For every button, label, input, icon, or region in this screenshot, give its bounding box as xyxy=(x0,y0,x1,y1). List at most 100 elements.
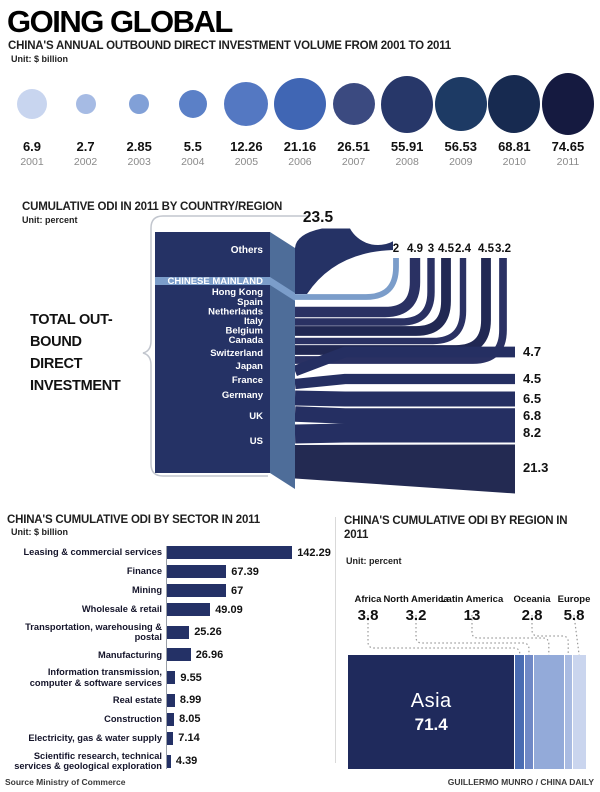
flow-band-uk xyxy=(294,423,515,444)
bubble-year: 2006 xyxy=(288,156,312,169)
sector-row: Electricity, gas & water supply 7.14 xyxy=(6,731,332,745)
region-label-north-america: North America 3.2 xyxy=(382,580,450,624)
page-title: GOING GLOBAL xyxy=(7,4,233,39)
bubble-value: 68.81 xyxy=(498,139,531,154)
bubble-zone xyxy=(488,70,541,138)
bubble-year: 2010 xyxy=(502,156,527,169)
sector-value: 8.99 xyxy=(179,694,202,707)
bubble-value: 2.7 xyxy=(76,139,95,154)
sector-label: Real estate xyxy=(112,695,162,706)
flow-label-others: Others xyxy=(231,245,264,256)
region-leader-north-america xyxy=(415,615,530,656)
flow-value-hong-kong: 4.9 xyxy=(407,243,423,255)
sector-bar xyxy=(167,712,175,726)
flow-label-us: US xyxy=(250,436,263,447)
sector-bar xyxy=(167,565,227,578)
bubble-year: 2003 xyxy=(127,156,151,169)
sector-row: Information transmission, computer & soft… xyxy=(6,667,332,687)
bubble-2007 xyxy=(332,83,375,125)
flow-band-france xyxy=(294,390,515,407)
bubble-item-2002: 2.7 2002 xyxy=(60,70,112,172)
bubble-2011 xyxy=(541,73,594,135)
sector-value: 7.14 xyxy=(178,732,200,745)
bubble-item-2001: 6.9 2001 xyxy=(6,70,58,172)
sector-value: 4.39 xyxy=(175,755,198,768)
flow-band-hong-kong xyxy=(295,258,421,318)
flow-band-spain xyxy=(295,258,435,326)
flow-label-uk: UK xyxy=(249,411,263,422)
sector-row: Transportation, warehousing & postal 25.2… xyxy=(6,622,332,642)
bubble-2005 xyxy=(224,82,269,126)
bubble-year: 2009 xyxy=(449,156,473,169)
sector-chart-rows: Leasing & commercial services 142.29 Finan… xyxy=(6,546,332,771)
sector-row: Leasing & commercial services 142.29 xyxy=(6,546,332,559)
flow-value-japan: 4.5 xyxy=(523,371,541,386)
bubble-item-2004: 5.5 2004 xyxy=(167,70,219,172)
bubble-zone xyxy=(541,70,594,138)
sector-value: 67 xyxy=(231,584,244,597)
flow-value-italy: 2.4 xyxy=(455,243,472,255)
region-block-asia: Asia 71.4 xyxy=(348,655,515,769)
flow-value-belgium: 4.5 xyxy=(478,243,495,255)
region-label-oceania: Oceania 2.8 xyxy=(498,580,566,624)
others-band-notch xyxy=(346,198,410,245)
bottom-charts-divider xyxy=(335,517,336,763)
bubble-item-2007: 26.51 2007 xyxy=(328,70,380,172)
flow-value-us: 21.3 xyxy=(523,460,548,475)
flow-value-france: 6.5 xyxy=(523,391,541,406)
flow-label-italy: Italy xyxy=(244,316,264,327)
region-treemap-bar: Asia 71.4 xyxy=(348,655,587,769)
flow-band-netherlands xyxy=(295,258,451,336)
flow-band-italy xyxy=(295,258,467,345)
bubble-item-2011: 74.65 2011 xyxy=(541,70,594,172)
flow-label-belgium: Belgium xyxy=(226,326,263,337)
bubble-value: 56.53 xyxy=(444,139,478,154)
sector-label: Electricity, gas & water supply xyxy=(28,733,162,744)
flow-band-japan xyxy=(294,373,515,390)
total-label-line: BOUND xyxy=(30,334,82,350)
asia-value: 71.4 xyxy=(414,714,448,734)
credit-note: GUILLERMO MUNRO / CHINA DAILY xyxy=(447,777,594,787)
sector-value: 9.55 xyxy=(180,671,202,684)
sector-label: Wholesale & retail xyxy=(81,604,162,615)
sector-value: 67.39 xyxy=(231,565,259,578)
sector-value: 8.05 xyxy=(179,713,201,726)
block-outline-brace xyxy=(142,215,310,477)
bubble-value: 55.91 xyxy=(390,139,424,154)
region-strip-europe xyxy=(572,655,587,769)
sector-row: Construction 8.05 xyxy=(6,712,332,726)
sector-label: Construction xyxy=(104,714,162,725)
bubble-2009 xyxy=(434,77,487,131)
bubble-value: 26.51 xyxy=(337,139,370,154)
bubble-value: 21.16 xyxy=(283,139,317,154)
region-label-europe: Europe 5.8 xyxy=(540,580,600,624)
region-value: 13 xyxy=(463,607,481,624)
asia-label: Asia xyxy=(410,689,452,712)
region-strip-africa xyxy=(515,655,525,769)
bubble-item-2006: 21.16 2006 xyxy=(273,70,326,172)
bubble-value: 74.65 xyxy=(551,139,585,154)
region-chart-unit: Unit: percent xyxy=(346,556,402,566)
region-name: Latin America xyxy=(440,594,504,606)
sector-chart-unit: Unit: $ billion xyxy=(11,527,68,537)
block-side-face xyxy=(270,232,295,489)
bubble-year: 2002 xyxy=(73,156,98,169)
region-strip-oceania xyxy=(565,655,572,769)
sector-label: Mining xyxy=(132,585,162,596)
total-label-line: TOTAL OUT- xyxy=(30,312,113,328)
region-value: 5.8 xyxy=(563,607,585,624)
country-flow-title: CUMULATIVE ODI IN 2011 BY COUNTRY/REGION xyxy=(22,201,283,213)
chinese-mainland-stripe xyxy=(155,277,270,285)
bubble-value: 6.9 xyxy=(22,139,42,154)
flow-label-canada: Canada xyxy=(229,335,264,346)
sector-chart-title: CHINA'S CUMULATIVE ODI BY SECTOR IN 2011 xyxy=(7,514,260,526)
flow-value-chinese-mainland: 2 xyxy=(393,243,399,255)
flow-value-germany: 6.8 xyxy=(523,408,541,423)
region-leader-africa xyxy=(367,615,521,656)
bubble-year: 2007 xyxy=(341,156,366,169)
sector-label: Transportation, warehousing & postal xyxy=(25,622,162,643)
region-leader-oceania xyxy=(531,615,569,656)
flow-label-japan: Japan xyxy=(236,361,264,372)
